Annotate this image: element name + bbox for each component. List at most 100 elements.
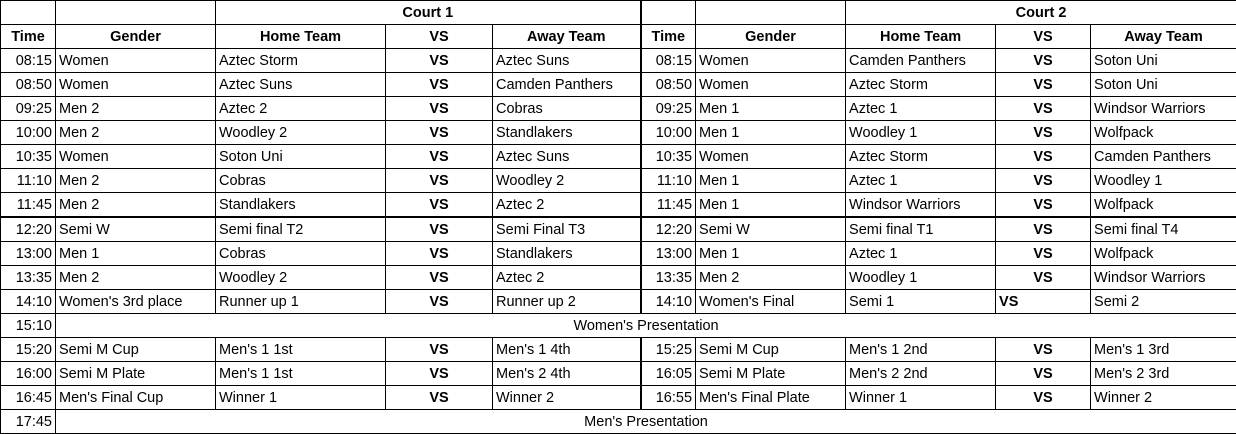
court-2-time-cell: 13:35 bbox=[641, 266, 696, 290]
court-1-home-team-cell: Men's 1 1st bbox=[216, 362, 386, 386]
header-home-team: Home Team bbox=[846, 25, 996, 49]
court-2-away-team-cell: Men's 2 3rd bbox=[1091, 362, 1236, 386]
court-2-gender-cell: Semi M Cup bbox=[696, 338, 846, 362]
court-2-time-cell: 08:50 bbox=[641, 73, 696, 97]
header-vs: VS bbox=[996, 25, 1091, 49]
court-1-home-team-cell: Aztec Suns bbox=[216, 73, 386, 97]
court-1-time-cell: 13:35 bbox=[1, 266, 56, 290]
court-2-time-cell: 09:25 bbox=[641, 97, 696, 121]
court-1-vs-cell: VS bbox=[386, 121, 493, 145]
court-1-home-team-cell: Soton Uni bbox=[216, 145, 386, 169]
court-2-time-cell: 11:45 bbox=[641, 193, 696, 218]
court-1-home-team-cell: Cobras bbox=[216, 242, 386, 266]
court-2-away-team-cell: Windsor Warriors bbox=[1091, 266, 1236, 290]
court-1-vs-cell: VS bbox=[386, 49, 493, 73]
court-1-home-team-cell: Men's 1 1st bbox=[216, 338, 386, 362]
court-1-home-team-cell: Cobras bbox=[216, 169, 386, 193]
court-2-vs-cell: VS bbox=[996, 266, 1091, 290]
court-2-time-cell: 13:00 bbox=[641, 242, 696, 266]
court-2-vs-cell: VS bbox=[996, 121, 1091, 145]
court-1-home-team-cell: Woodley 2 bbox=[216, 121, 386, 145]
header-time: Time bbox=[1, 25, 56, 49]
court-2-home-team-cell: Aztec Storm bbox=[846, 73, 996, 97]
time-cell: 15:10 bbox=[1, 314, 56, 338]
court-2-time-cell: 08:15 bbox=[641, 49, 696, 73]
court-2-vs-cell: VS bbox=[996, 362, 1091, 386]
court-1-time-cell: 09:25 bbox=[1, 97, 56, 121]
court-1-vs-cell: VS bbox=[386, 362, 493, 386]
court-1-time-cell: 14:10 bbox=[1, 290, 56, 314]
court-1-vs-cell: VS bbox=[386, 386, 493, 410]
court-1-time-cell: 10:00 bbox=[1, 121, 56, 145]
court-1-time-cell: 12:20 bbox=[1, 217, 56, 242]
court-2-home-team-cell: Woodley 1 bbox=[846, 266, 996, 290]
court-2-home-team-cell: Aztec 1 bbox=[846, 97, 996, 121]
court-1-vs-cell: VS bbox=[386, 242, 493, 266]
column-header-row: Time Gender Home Team VS Away Team Time … bbox=[1, 25, 1236, 49]
court-2-home-team-cell: Woodley 1 bbox=[846, 121, 996, 145]
court-1-gender-cell: Semi M Cup bbox=[56, 338, 216, 362]
court-1-home-team-cell: Runner up 1 bbox=[216, 290, 386, 314]
court-1-gender-cell: Men 2 bbox=[56, 169, 216, 193]
court-2-time-cell: 16:55 bbox=[641, 386, 696, 410]
court-1-vs-cell: VS bbox=[386, 193, 493, 218]
court-1-away-team-cell: Runner up 2 bbox=[493, 290, 641, 314]
court-2-vs-cell: VS bbox=[996, 290, 1091, 314]
court-2-away-team-cell: Wolfpack bbox=[1091, 121, 1236, 145]
court-1-time-cell: 15:20 bbox=[1, 338, 56, 362]
court-1-home-team-cell: Aztec Storm bbox=[216, 49, 386, 73]
court-1-gender-cell: Women bbox=[56, 49, 216, 73]
court-2-time-cell: 11:10 bbox=[641, 169, 696, 193]
court-1-header: Court 1 bbox=[216, 1, 641, 25]
court-2-vs-cell: VS bbox=[996, 193, 1091, 218]
court-1-away-team-cell: Standlakers bbox=[493, 242, 641, 266]
court-1-gender-cell: Semi M Plate bbox=[56, 362, 216, 386]
court-1-time-cell: 13:00 bbox=[1, 242, 56, 266]
court-1-time-cell: 10:35 bbox=[1, 145, 56, 169]
header-away-team: Away Team bbox=[1091, 25, 1236, 49]
court-2-gender-cell: Women bbox=[696, 145, 846, 169]
court-2-time-cell: 14:10 bbox=[641, 290, 696, 314]
court-1-vs-cell: VS bbox=[386, 145, 493, 169]
court-1-vs-cell: VS bbox=[386, 290, 493, 314]
court-2-vs-cell: VS bbox=[996, 145, 1091, 169]
court-2-away-team-cell: Soton Uni bbox=[1091, 73, 1236, 97]
court-2-away-team-cell: Wolfpack bbox=[1091, 193, 1236, 218]
court-1-time-cell: 11:45 bbox=[1, 193, 56, 218]
court-1-vs-cell: VS bbox=[386, 169, 493, 193]
court-2-away-team-cell: Semi 2 bbox=[1091, 290, 1236, 314]
court-1-gender-cell: Women's 3rd place bbox=[56, 290, 216, 314]
court-1-away-team-cell: Men's 1 4th bbox=[493, 338, 641, 362]
court-1-home-team-cell: Winner 1 bbox=[216, 386, 386, 410]
court-1-home-team-cell: Aztec 2 bbox=[216, 97, 386, 121]
court-2-vs-cell: VS bbox=[996, 242, 1091, 266]
court-2-vs-cell: VS bbox=[996, 49, 1091, 73]
court-2-gender-cell: Men 1 bbox=[696, 242, 846, 266]
court-1-vs-cell: VS bbox=[386, 266, 493, 290]
court-2-home-team-cell: Aztec 1 bbox=[846, 242, 996, 266]
court-2-vs-cell: VS bbox=[996, 217, 1091, 242]
court-2-vs-cell: VS bbox=[996, 169, 1091, 193]
court-1-time-cell: 08:50 bbox=[1, 73, 56, 97]
court-1-home-team-cell: Standlakers bbox=[216, 193, 386, 218]
court-1-gender-cell: Men 2 bbox=[56, 97, 216, 121]
court-2-home-team-cell: Semi 1 bbox=[846, 290, 996, 314]
court-2-gender-cell: Men 2 bbox=[696, 266, 846, 290]
empty-cell bbox=[696, 1, 846, 25]
court-1-gender-cell: Semi W bbox=[56, 217, 216, 242]
court-2-gender-cell: Men 1 bbox=[696, 193, 846, 218]
court-2-away-team-cell: Men's 1 3rd bbox=[1091, 338, 1236, 362]
court-1-vs-cell: VS bbox=[386, 338, 493, 362]
header-vs: VS bbox=[386, 25, 493, 49]
empty-cell bbox=[56, 1, 216, 25]
